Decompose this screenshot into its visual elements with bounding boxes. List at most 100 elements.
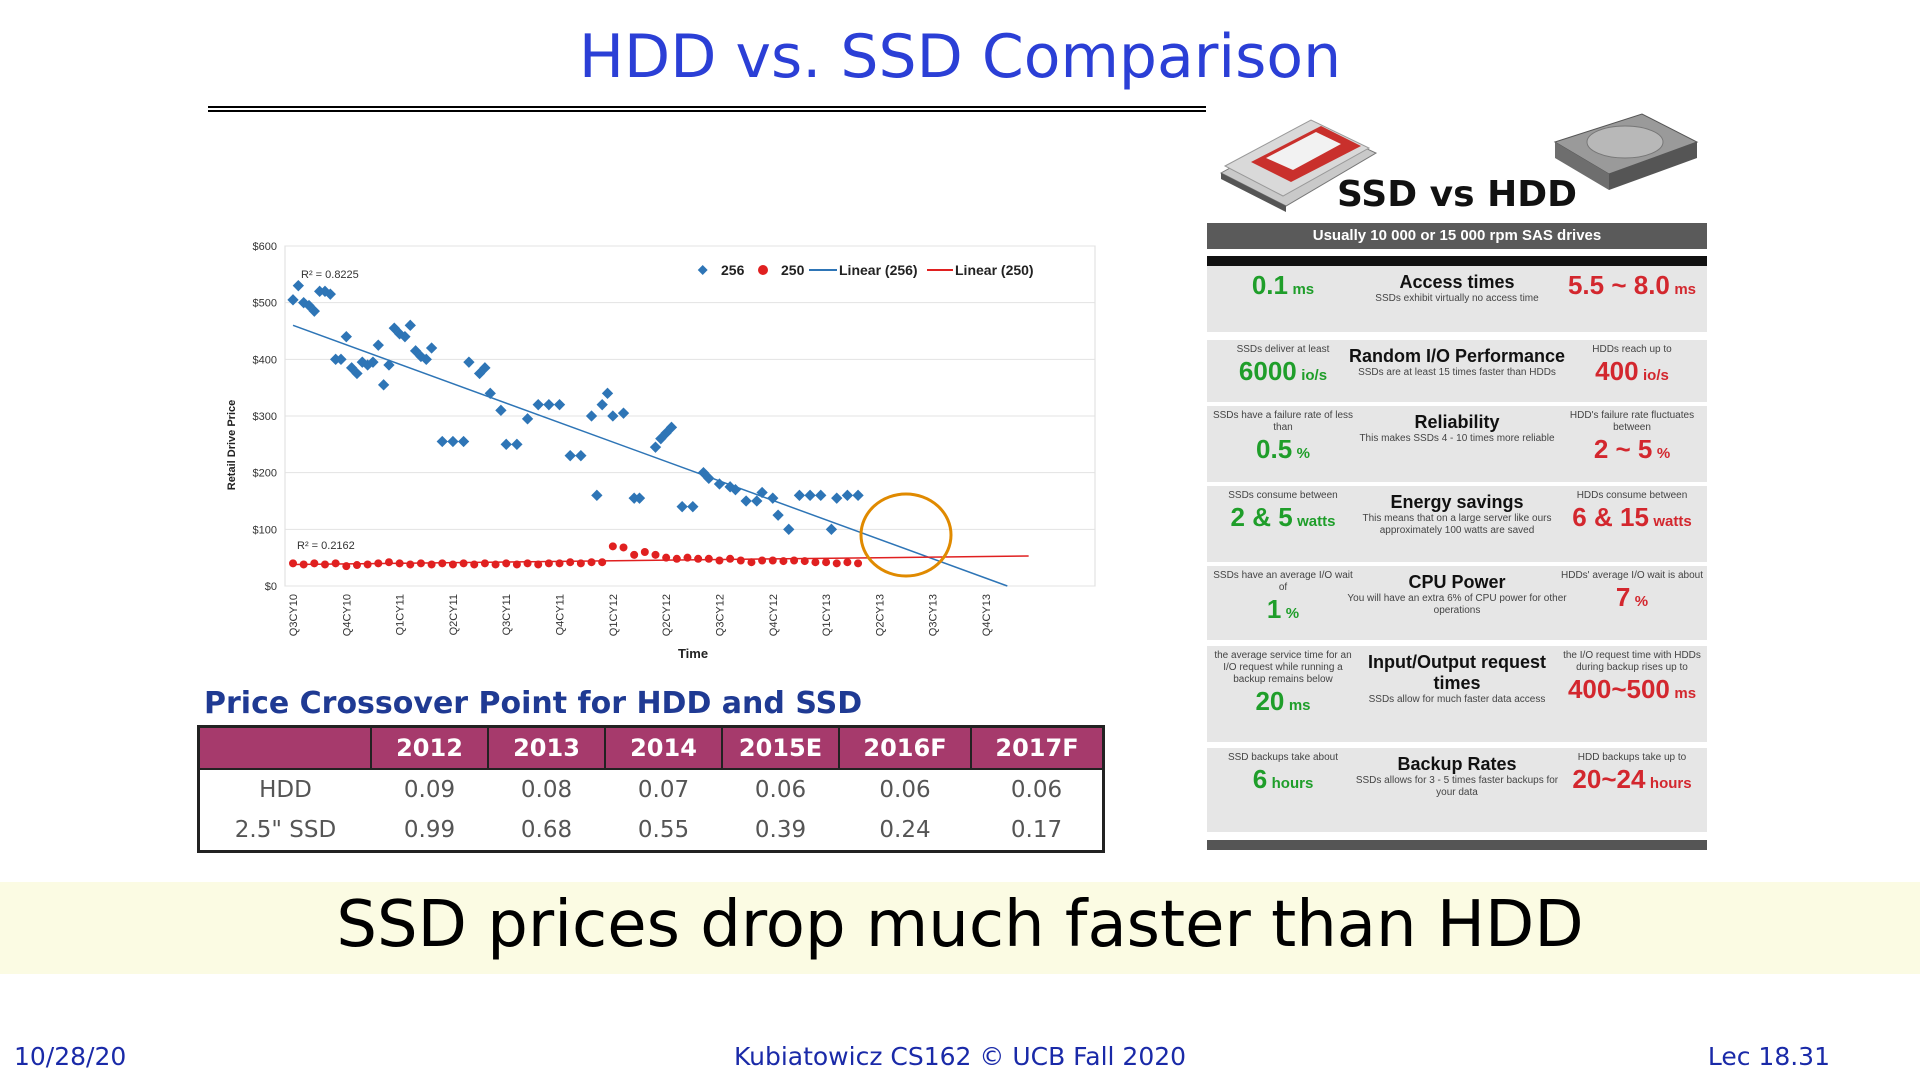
point-256 — [852, 489, 864, 501]
point-256 — [825, 523, 838, 535]
info-row: the average service time for an I/O requ… — [1207, 646, 1707, 742]
x-tick-label: Q1CY11 — [395, 594, 407, 635]
takeaway-text: SSD prices drop much faster than HDD — [336, 888, 1584, 962]
table-cell: 0.06 — [754, 777, 807, 803]
point-250 — [416, 559, 425, 568]
point-256 — [335, 353, 347, 365]
row-title: Random I/O Performance — [1348, 346, 1566, 366]
point-250 — [384, 558, 393, 567]
title-rule-top — [208, 106, 1206, 108]
point-256 — [495, 404, 507, 416]
r2-250-label: R² = 0.2162 — [297, 540, 355, 552]
point-250 — [459, 559, 468, 568]
info-row: SSDs consume between 2 & 5 watts Energy … — [1207, 486, 1707, 562]
ssd-unit: % — [1285, 605, 1300, 622]
table-cell: 0.39 — [754, 817, 807, 843]
point-250 — [555, 559, 564, 568]
point-256 — [340, 331, 352, 343]
col-header-2013: 2013 — [487, 725, 606, 770]
x-tick-label: Q3CY10 — [288, 594, 300, 636]
footer-date: 10/28/20 — [14, 1042, 127, 1071]
infographic-divider — [1207, 256, 1707, 266]
point-256 — [553, 399, 566, 411]
point-250 — [608, 542, 617, 551]
hdd-note: the I/O request time with HDDs during ba… — [1563, 650, 1701, 673]
infographic-heading: SSD vs HDD — [1337, 174, 1577, 215]
point-250 — [331, 559, 340, 568]
point-250 — [470, 560, 479, 569]
point-250 — [427, 560, 436, 569]
point-250 — [704, 554, 713, 563]
point-256 — [399, 331, 411, 343]
table-cell: 0.17 — [1010, 817, 1063, 843]
hdd-value: 7 — [1615, 582, 1631, 612]
point-250 — [395, 559, 404, 568]
point-250 — [342, 562, 351, 571]
point-256 — [521, 413, 534, 425]
point-250 — [289, 559, 297, 568]
point-250 — [800, 557, 809, 566]
legend-250: 250 — [781, 262, 805, 278]
point-250 — [832, 559, 841, 568]
point-250 — [790, 556, 799, 565]
point-250 — [598, 558, 607, 567]
slide-title: HDD vs. SSD Comparison — [578, 22, 1342, 92]
ssd-value: 6 — [1252, 764, 1268, 794]
point-256 — [783, 523, 795, 535]
y-tick-label: $400 — [253, 354, 277, 366]
hdd-value: 2 ~ 5 — [1593, 434, 1653, 464]
info-row: SSDs deliver at least 6000 io/s Random I… — [1207, 340, 1707, 402]
table-row: 2.5" SSD 0.99 0.68 0.55 0.39 0.24 0.17 — [199, 810, 1104, 852]
x-axis-label: Time — [678, 646, 708, 661]
info-row: 0.1 ms Access times SSDs exhibit virtual… — [1207, 266, 1707, 332]
point-256 — [436, 435, 448, 448]
point-256 — [713, 478, 726, 490]
ssd-unit: ms — [1292, 281, 1315, 298]
point-256 — [591, 489, 603, 501]
point-250 — [619, 543, 628, 552]
hdd-value: 400 — [1595, 356, 1639, 386]
point-250 — [406, 560, 415, 569]
point-250 — [320, 560, 329, 569]
footer-lecture: Lec 18.31 — [1707, 1042, 1830, 1071]
point-250 — [534, 560, 543, 569]
point-256 — [740, 495, 752, 507]
ssd-value: 2 & 5 — [1230, 502, 1293, 532]
point-250 — [448, 560, 457, 569]
point-256 — [511, 438, 523, 450]
point-256 — [463, 356, 475, 368]
hdd-value: 5.5 ~ 8.0 — [1567, 270, 1670, 300]
hdd-value: 6 & 15 — [1572, 502, 1649, 532]
x-tick-label: Q4CY10 — [341, 594, 353, 636]
point-256 — [772, 509, 784, 521]
point-256 — [831, 492, 843, 504]
hdd-note: HDD's failure rate fluctuates between — [1569, 410, 1695, 433]
point-256 — [484, 387, 496, 399]
row-desc: SSDs are at least 15 times faster than H… — [1358, 367, 1556, 378]
info-row: SSD backups take about 6 hours Backup Ra… — [1207, 748, 1707, 832]
ssd-note: SSDs deliver at least — [1236, 344, 1330, 355]
ssd-value: 0.5 — [1256, 434, 1293, 464]
point-256 — [351, 367, 363, 380]
point-256 — [633, 492, 646, 504]
hdd-unit: watts — [1653, 513, 1692, 530]
point-250 — [587, 558, 596, 567]
table-cell: 0.55 — [637, 817, 690, 843]
x-tick-label: Q3CY12 — [714, 594, 726, 636]
hdd-note: HDDs reach up to — [1592, 344, 1672, 355]
ssd-note: SSDs have an average I/O wait of — [1213, 570, 1353, 593]
point-256 — [367, 356, 379, 368]
point-256 — [804, 489, 816, 501]
ssd-unit: % — [1296, 445, 1310, 462]
y-tick-label: $0 — [265, 581, 277, 593]
x-tick-label: Q3CY13 — [928, 594, 940, 636]
col-header-2014: 2014 — [604, 725, 723, 770]
point-250 — [566, 558, 575, 567]
info-row: SSDs have a failure rate of less than 0.… — [1207, 406, 1707, 482]
point-250 — [630, 550, 639, 559]
point-250 — [352, 561, 361, 570]
point-250 — [779, 557, 788, 566]
point-250 — [640, 548, 649, 556]
point-250 — [576, 559, 585, 568]
point-256 — [607, 410, 619, 422]
